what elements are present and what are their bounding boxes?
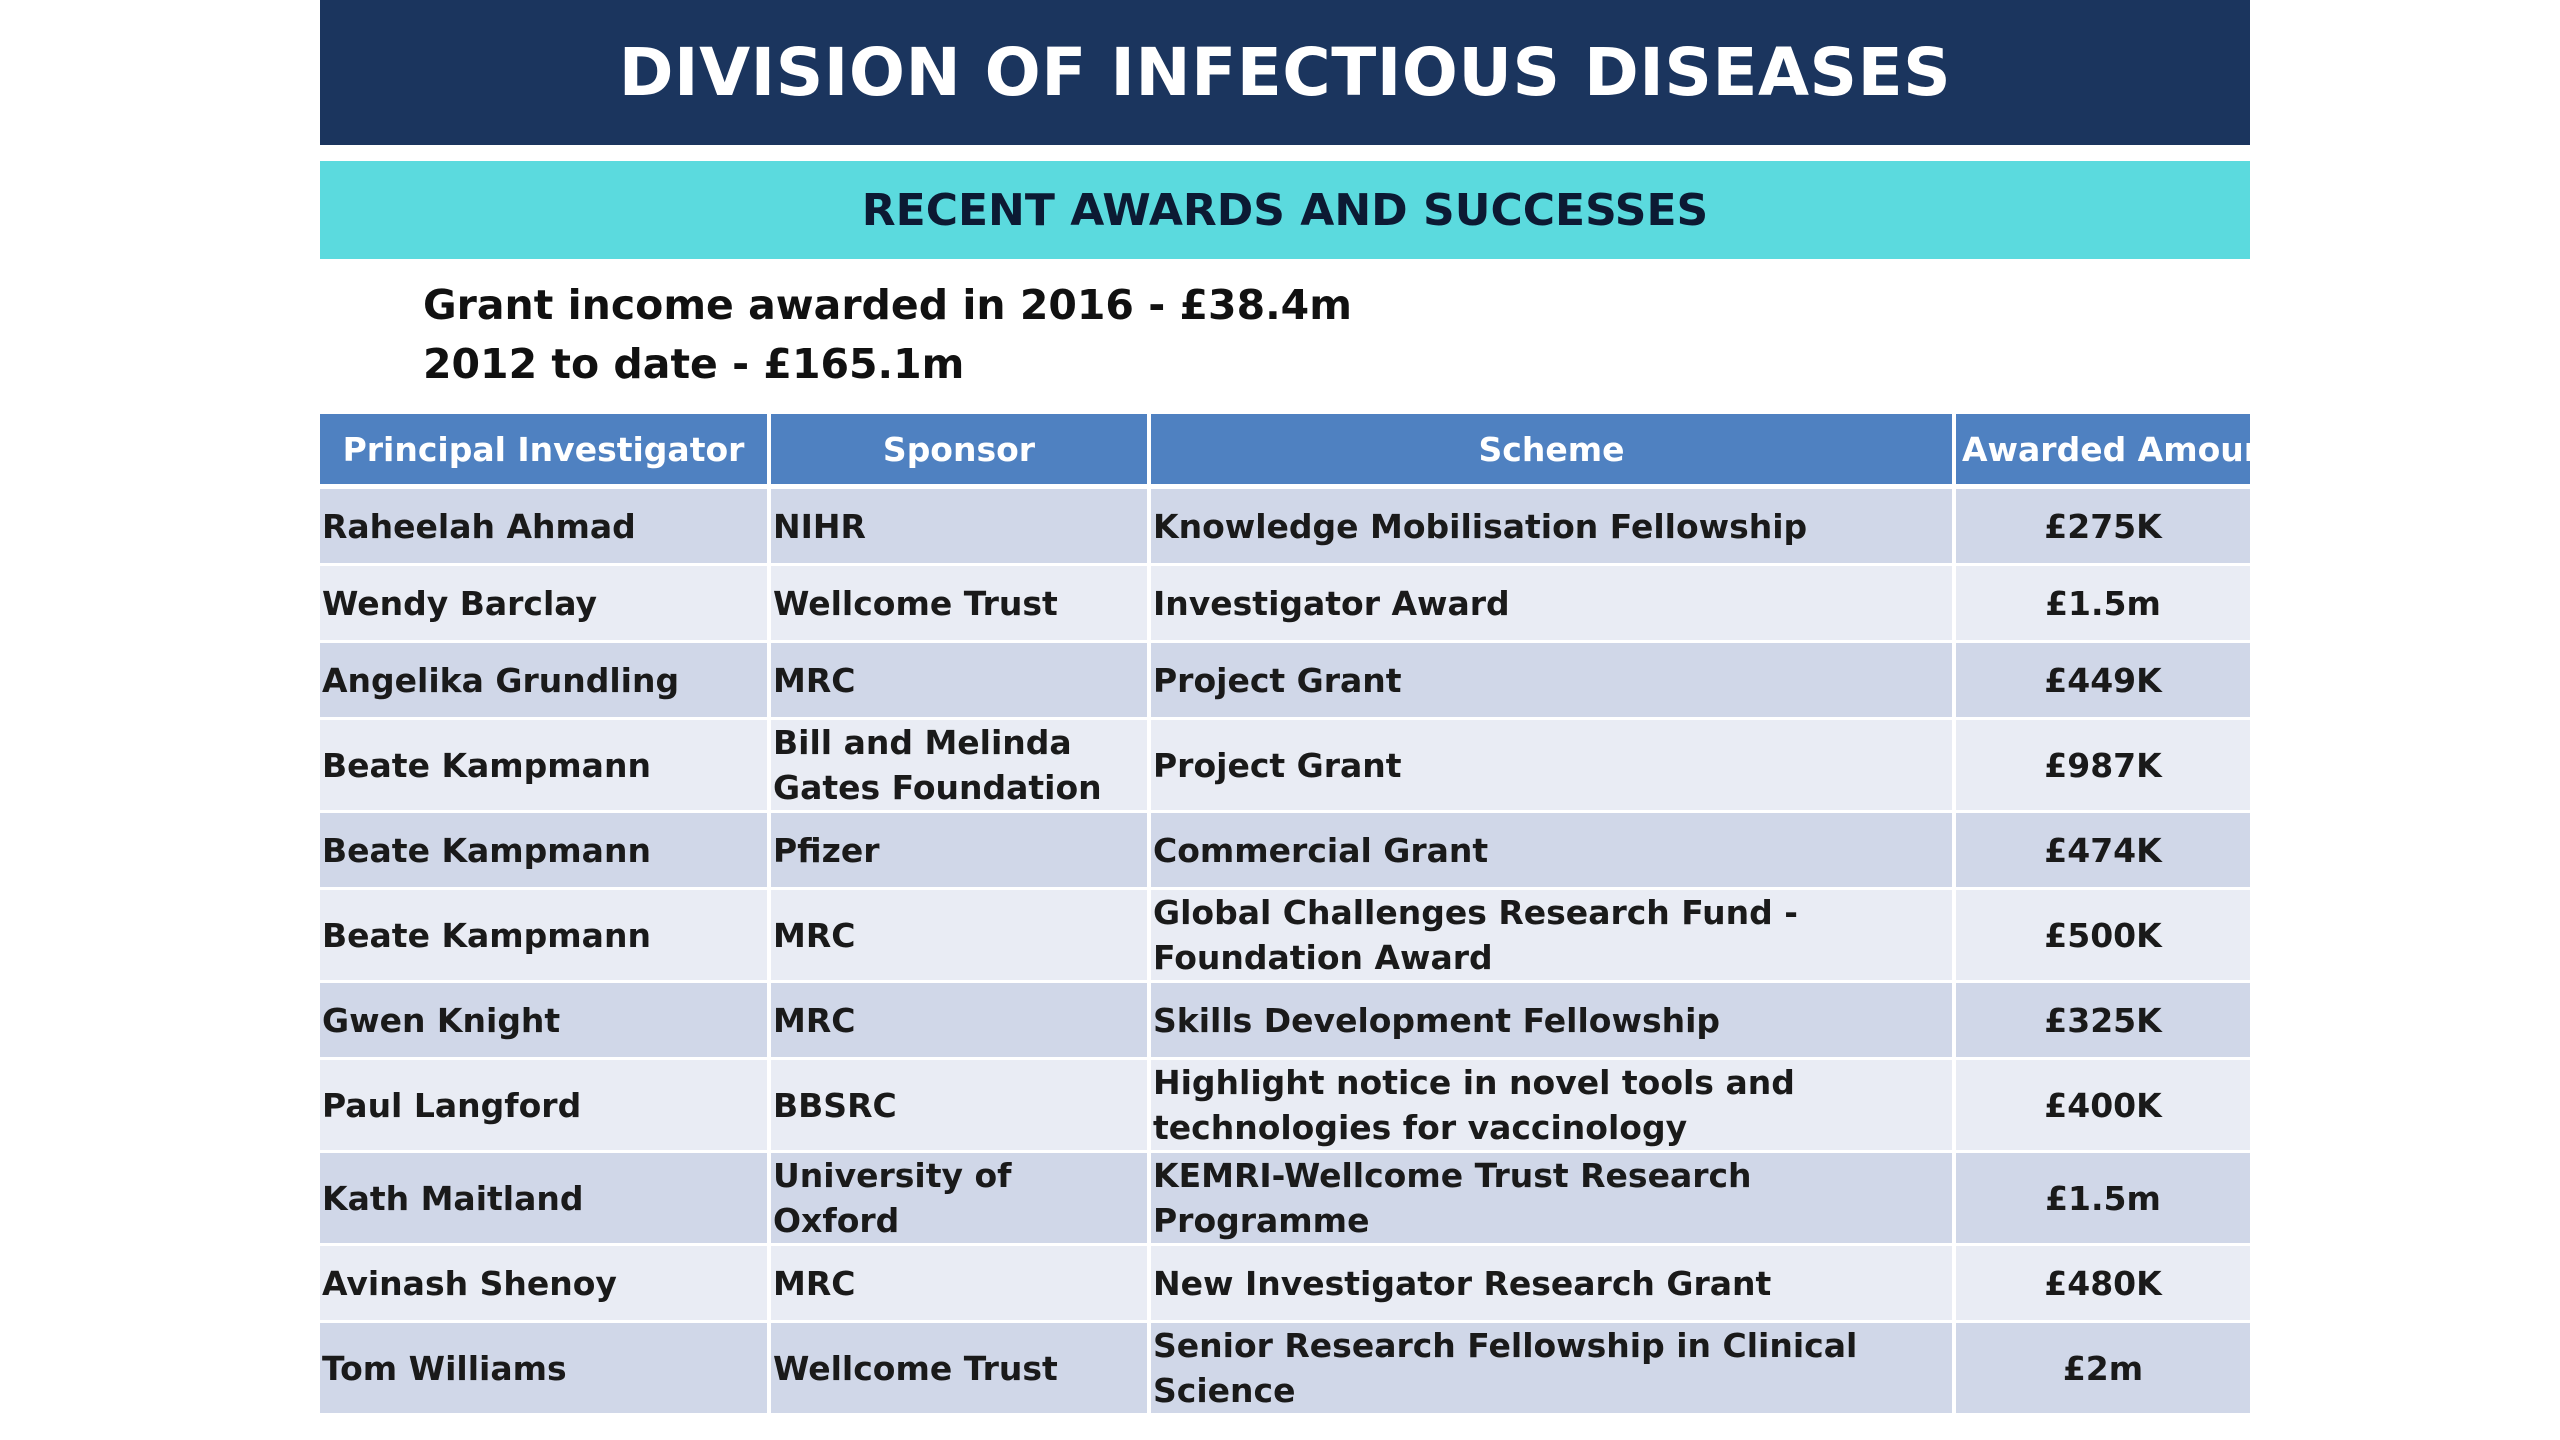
amount-cell: £449K [1954,641,2250,720]
header-scheme: Scheme [1149,414,1956,489]
table-row: Angelika Grundling MRC Project Grant £44… [320,641,2250,720]
pi-cell: Beate Kampmann [320,888,771,983]
sponsor-cell: MRC [769,981,1151,1060]
income-since-2012: 2012 to date - £165.1m [423,340,965,388]
table-row: Wendy Barclay Wellcome Trust Investigato… [320,564,2250,643]
sponsor-cell: Bill and Melinda Gates Foundation [769,718,1151,813]
pi-cell: Avinash Shenoy [320,1244,771,1323]
table-row: Beate Kampmann Bill and Melinda Gates Fo… [320,718,2250,813]
amount-cell: £1.5m [1954,564,2250,643]
pi-cell: Kath Maitland [320,1151,771,1246]
pi-cell: Raheelah Ahmad [320,486,771,566]
amount-cell: £1.5m [1954,1151,2250,1246]
scheme-cell: Investigator Award [1149,564,1956,643]
table-row: Raheelah Ahmad NIHR Knowledge Mobilisati… [320,486,2250,566]
amount-cell: £500K [1954,888,2250,983]
sponsor-cell: MRC [769,1244,1151,1323]
sponsor-cell: University of Oxford [769,1151,1151,1246]
scheme-cell: KEMRI-Wellcome Trust Research Programme [1149,1151,1956,1246]
sponsor-cell: Wellcome Trust [769,564,1151,643]
grant-income-summary: Grant income awarded in 2016 - £38.4m 20… [423,276,1352,394]
scheme-cell: Highlight notice in novel tools and tech… [1149,1058,1956,1153]
page-title: DIVISION OF INFECTIOUS DISEASES [618,34,1952,111]
header-principal-investigator: Principal Investigator [320,414,771,489]
amount-cell: £2m [1954,1321,2250,1416]
scheme-cell: New Investigator Research Grant [1149,1244,1956,1323]
header-awarded-amount: Awarded Amount [1954,414,2250,489]
scheme-cell: Global Challenges Research Fund - Founda… [1149,888,1956,983]
table-header-row: Principal Investigator Sponsor Scheme Aw… [320,414,2250,489]
sponsor-cell: BBSRC [769,1058,1151,1153]
subtitle-banner: RECENT AWARDS AND SUCCESSES [320,161,2250,259]
sponsor-cell: NIHR [769,486,1151,566]
table-row: Tom Williams Wellcome Trust Senior Resea… [320,1321,2250,1416]
table-row: Beate Kampmann Pfizer Commercial Grant £… [320,811,2250,890]
sponsor-cell: MRC [769,888,1151,983]
amount-cell: £275K [1954,486,2250,566]
awards-table: Principal Investigator Sponsor Scheme Aw… [320,414,2250,1416]
table-row: Paul Langford BBSRC Highlight notice in … [320,1058,2250,1153]
sponsor-cell: Wellcome Trust [769,1321,1151,1416]
pi-cell: Wendy Barclay [320,564,771,643]
scheme-cell: Skills Development Fellowship [1149,981,1956,1060]
amount-cell: £480K [1954,1244,2250,1323]
table-row: Beate Kampmann MRC Global Challenges Res… [320,888,2250,983]
scheme-cell: Knowledge Mobilisation Fellowship [1149,486,1956,566]
pi-cell: Tom Williams [320,1321,771,1416]
scheme-cell: Project Grant [1149,718,1956,813]
amount-cell: £325K [1954,981,2250,1060]
table-row: Avinash Shenoy MRC New Investigator Rese… [320,1244,2250,1323]
section-subtitle: RECENT AWARDS AND SUCCESSES [861,184,1709,236]
scheme-cell: Project Grant [1149,641,1956,720]
amount-cell: £987K [1954,718,2250,813]
sponsor-cell: MRC [769,641,1151,720]
scheme-cell: Senior Research Fellowship in Clinical S… [1149,1321,1956,1416]
pi-cell: Beate Kampmann [320,718,771,813]
table-row: Gwen Knight MRC Skills Development Fello… [320,981,2250,1060]
pi-cell: Paul Langford [320,1058,771,1153]
header-sponsor: Sponsor [769,414,1151,489]
scheme-cell: Commercial Grant [1149,811,1956,890]
sponsor-cell: Pfizer [769,811,1151,890]
income-2016: Grant income awarded in 2016 - £38.4m [423,281,1352,329]
pi-cell: Angelika Grundling [320,641,771,720]
title-banner: DIVISION OF INFECTIOUS DISEASES [320,0,2250,145]
table-row: Kath Maitland University of Oxford KEMRI… [320,1151,2250,1246]
pi-cell: Beate Kampmann [320,811,771,890]
amount-cell: £400K [1954,1058,2250,1153]
amount-cell: £474K [1954,811,2250,890]
pi-cell: Gwen Knight [320,981,771,1060]
